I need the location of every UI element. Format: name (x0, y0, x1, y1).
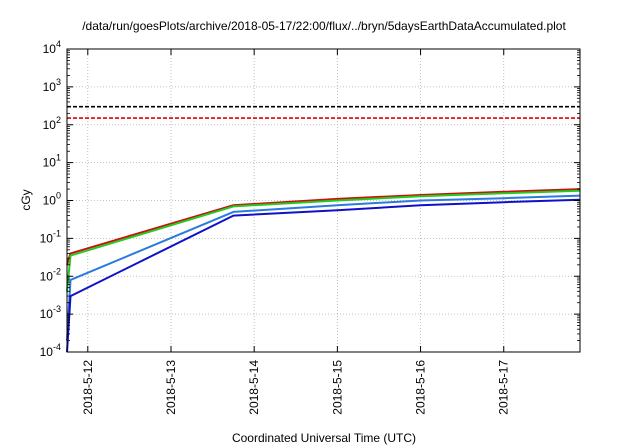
x-tick-label: 2018-5-15 (330, 360, 344, 415)
y-tick-label: 101 (43, 153, 61, 170)
x-tick-label: 2018-5-12 (81, 360, 95, 415)
y-tick-label: 10-3 (40, 304, 61, 321)
series-line (66, 189, 581, 292)
series-lines (66, 188, 581, 353)
series-line (66, 194, 581, 341)
y-tick-label: 102 (43, 115, 61, 132)
y-tick-label: 10-2 (40, 266, 61, 283)
grid (67, 49, 580, 352)
x-tick-label: 2018-5-16 (414, 360, 428, 415)
chart-title: /data/run/goesPlots/archive/2018-05-17/2… (82, 19, 566, 33)
threshold-lines (67, 105, 580, 119)
y-axis-label: cGy (19, 189, 33, 210)
series-line (66, 198, 581, 353)
x-axis-label: Coordinated Universal Time (UTC) (232, 431, 416, 445)
y-tick-label: 10-1 (40, 228, 61, 245)
y-axis-ticks: 10-4 10-3 10-2 10-1 100 101 102 103 104 (40, 39, 580, 359)
x-tick-label: 2018-5-13 (164, 360, 178, 415)
y-tick-label: 104 (43, 39, 61, 56)
y-tick-label: 103 (43, 77, 61, 94)
x-tick-label: 2018-5-17 (497, 360, 511, 415)
y-tick-label: 100 (43, 191, 61, 208)
x-tick-label: 2018-5-14 (247, 360, 261, 415)
series-line (66, 188, 581, 266)
y-tick-label: 10-4 (40, 342, 61, 359)
x-axis-ticks: 2018-5-12 2018-5-13 2018-5-14 2018-5-15 2018… (81, 49, 511, 415)
